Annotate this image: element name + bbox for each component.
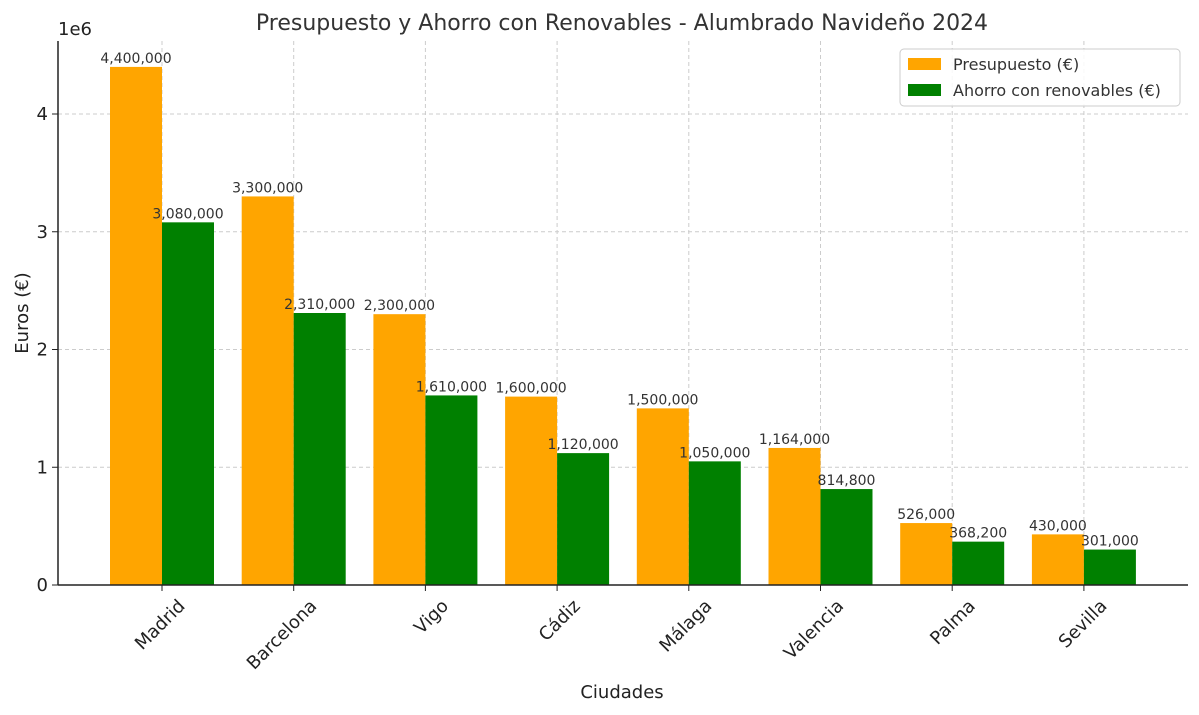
data-label: 3,080,000 (152, 206, 223, 222)
data-label: 368,200 (949, 526, 1007, 542)
data-label: 1,164,000 (759, 432, 830, 448)
bar-presupuesto-6 (900, 523, 953, 585)
data-label: 4,400,000 (100, 51, 171, 67)
x-tick-label: Barcelona (243, 596, 321, 674)
bar-ahorro-1 (293, 313, 346, 585)
x-tick-label: Palma (926, 596, 979, 649)
bar-presupuesto-4 (636, 408, 689, 585)
grid (58, 41, 1188, 585)
x-axis-label: Ciudades (580, 682, 663, 703)
chart-title: Presupuesto y Ahorro con Renovables - Al… (256, 11, 988, 36)
data-label: 2,310,000 (284, 297, 355, 313)
data-label: 814,800 (818, 473, 876, 489)
y-tick-label: 4 (37, 104, 48, 125)
data-label: 301,000 (1081, 534, 1139, 550)
legend: Presupuesto (€) Ahorro con renovables (€) (899, 48, 1181, 107)
x-tick-label: Valencia (780, 596, 848, 664)
bar-presupuesto-3 (505, 396, 558, 585)
legend-label-0: Presupuesto (€) (953, 55, 1079, 74)
legend-swatch-1 (908, 84, 941, 96)
bars (110, 66, 1136, 586)
data-label: 1,120,000 (547, 437, 618, 453)
bar-presupuesto-2 (373, 314, 426, 585)
bar-presupuesto-1 (241, 196, 294, 585)
y-ticks: 0 1 2 3 4 (37, 104, 58, 596)
y-tick-label: 1 (37, 457, 48, 478)
legend-box (899, 48, 1181, 107)
bar-ahorro-7 (1083, 549, 1136, 585)
x-tick-label: Cádiz (535, 596, 585, 646)
data-label: 1,050,000 (679, 445, 750, 461)
y-axis-label: Euros (€) (12, 272, 33, 353)
bar-ahorro-5 (820, 489, 873, 585)
y-tick-label: 0 (37, 575, 48, 596)
data-label: 2,300,000 (364, 298, 435, 314)
data-labels: 4,400,000 3,300,000 2,300,000 1,600,000 1,50… (100, 51, 1138, 550)
legend-swatch-0 (908, 58, 941, 70)
x-tick-label: Málaga (655, 596, 716, 657)
legend-label-1: Ahorro con renovables (€) (953, 81, 1161, 100)
bar-presupuesto-0 (110, 66, 162, 585)
bar-ahorro-2 (425, 395, 478, 585)
data-label: 526,000 (897, 507, 955, 523)
bar-presupuesto-5 (768, 447, 821, 585)
data-label: 430,000 (1029, 518, 1087, 534)
bar-presupuesto-7 (1031, 534, 1084, 585)
bar-ahorro-4 (688, 461, 741, 585)
data-label: 1,600,000 (495, 381, 566, 397)
y-tick-label: 2 (37, 340, 48, 361)
y-tick-label: 3 (37, 222, 48, 243)
x-ticks: Madrid Barcelona Vigo Cádiz Málaga Valencia Pa… (131, 585, 1111, 674)
data-label: 3,300,000 (232, 180, 303, 196)
y-offset-label: 1e6 (58, 19, 92, 40)
bar-ahorro-6 (952, 541, 1005, 585)
data-label: 1,610,000 (416, 379, 487, 395)
data-label: 1,500,000 (627, 392, 698, 408)
bar-ahorro-0 (162, 222, 214, 586)
x-tick-label: Madrid (131, 596, 190, 655)
x-tick-label: Vigo (410, 596, 453, 639)
bar-ahorro-3 (557, 453, 610, 585)
axes (57, 41, 1188, 586)
x-tick-label: Sevilla (1055, 596, 1112, 653)
